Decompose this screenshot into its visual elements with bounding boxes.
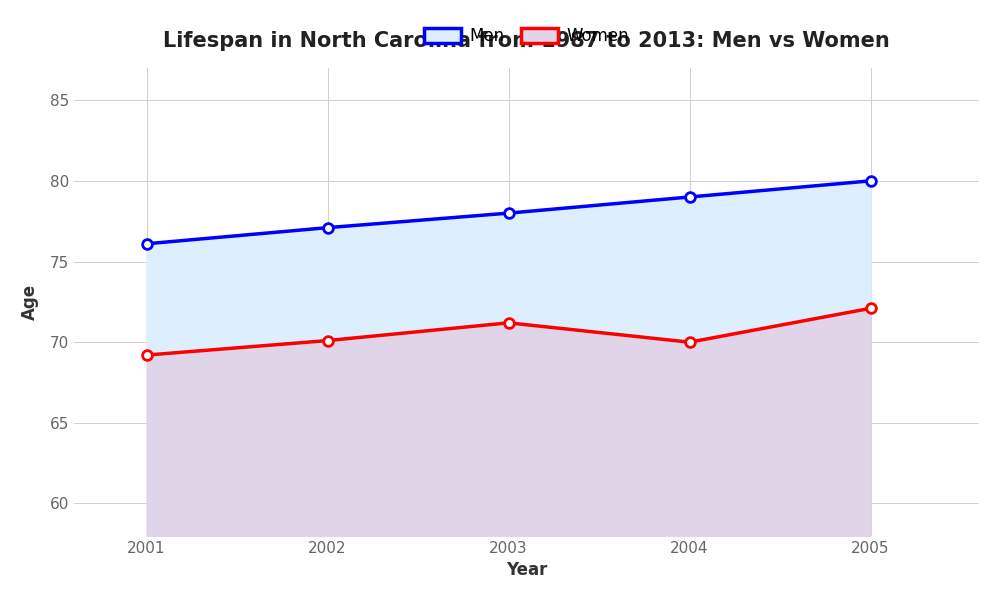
X-axis label: Year: Year: [506, 561, 547, 579]
Legend: Men, Women: Men, Women: [418, 20, 636, 52]
Y-axis label: Age: Age: [21, 284, 39, 320]
Title: Lifespan in North Carolina from 1987 to 2013: Men vs Women: Lifespan in North Carolina from 1987 to …: [163, 31, 890, 51]
